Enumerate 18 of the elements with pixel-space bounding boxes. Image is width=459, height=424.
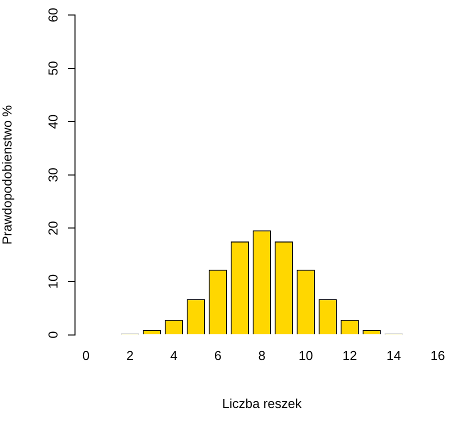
x-tick-label: 2 bbox=[126, 348, 134, 364]
y-tick-label: 50 bbox=[46, 61, 61, 76]
x-tick-label: 12 bbox=[342, 348, 358, 364]
y-tick-label: 10 bbox=[46, 274, 61, 289]
x-axis-title: Liczba reszek bbox=[222, 396, 302, 411]
x-tick-label: 4 bbox=[170, 348, 178, 364]
x-tick-label: 8 bbox=[258, 348, 266, 364]
x-tick-label: 0 bbox=[82, 348, 90, 364]
x-tick-label: 10 bbox=[298, 348, 314, 364]
y-tick-label: 30 bbox=[46, 168, 61, 182]
y-tick-label: 60 bbox=[46, 8, 61, 22]
x-tick-label: 6 bbox=[214, 348, 222, 364]
x-tick-label: 16 bbox=[430, 348, 445, 364]
y-tick-label: 0 bbox=[46, 331, 61, 338]
y-tick-label: 20 bbox=[46, 220, 61, 236]
x-tick-label: 14 bbox=[386, 348, 401, 364]
y-tick-label: 40 bbox=[46, 114, 61, 129]
y-axis-title: Prawdopodobienstwo % bbox=[0, 104, 14, 245]
